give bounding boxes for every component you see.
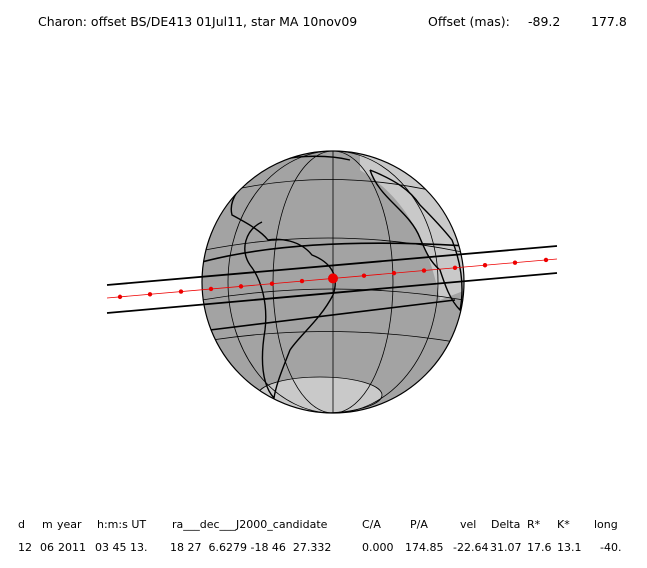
time-marker — [512, 260, 518, 265]
cell: 2011 — [58, 541, 86, 554]
column-header: C/A — [362, 518, 381, 531]
column-header: vel — [460, 518, 476, 531]
column-header: R* — [527, 518, 541, 531]
offset-y: 177.8 — [591, 14, 627, 29]
time-marker — [147, 292, 153, 297]
cell: 13.1 — [557, 541, 582, 554]
column-header: year — [57, 518, 82, 531]
south-limit — [106, 272, 558, 314]
column-header: d — [18, 518, 25, 531]
time-markers — [117, 257, 549, 300]
event-table: d m year h:m:s UT ra___dec___J2000_candidate… — [18, 518, 621, 554]
cell: -22.64 — [453, 541, 488, 554]
time-marker — [421, 268, 427, 273]
time-marker — [482, 263, 488, 268]
column-header: K* — [557, 518, 570, 531]
cell: -40. — [600, 541, 621, 554]
north-limit — [106, 245, 558, 286]
cell: 06 — [40, 541, 54, 554]
column-header: P/A — [410, 518, 428, 531]
cell: 03 45 13. — [95, 541, 147, 554]
column-header: ra___dec___J2000_candidate — [172, 518, 328, 531]
shadow-band-edge — [202, 242, 464, 331]
time-marker — [543, 257, 549, 263]
offset-label: Offset (mas): — [428, 14, 510, 29]
offset-x: -89.2 — [528, 14, 560, 29]
column-header: Delta — [491, 518, 520, 531]
occultation-path — [106, 245, 558, 314]
cell: 18 27 6.6279 -18 46 27.332 — [170, 541, 331, 554]
time-marker — [269, 281, 275, 286]
time-marker — [361, 273, 367, 278]
time-marker — [208, 286, 214, 292]
light-region — [360, 151, 464, 300]
time-marker — [238, 284, 244, 289]
column-header: m — [42, 518, 53, 531]
time-marker — [391, 270, 397, 276]
cell: 12 — [18, 541, 32, 554]
time-marker — [299, 278, 305, 284]
cell: 31.07 — [490, 541, 522, 554]
title: Charon: offset BS/DE413 01Jul11, star MA… — [38, 14, 357, 29]
time-marker — [117, 294, 123, 300]
cell: 17.6 — [527, 541, 552, 554]
time-marker — [452, 265, 458, 271]
column-header: long — [594, 518, 618, 531]
cell: 174.85 — [405, 541, 444, 554]
cell: 0.000 — [362, 541, 394, 554]
column-header: h:m:s UT — [97, 518, 146, 531]
closest-approach-marker — [328, 273, 338, 284]
time-marker — [178, 289, 184, 294]
